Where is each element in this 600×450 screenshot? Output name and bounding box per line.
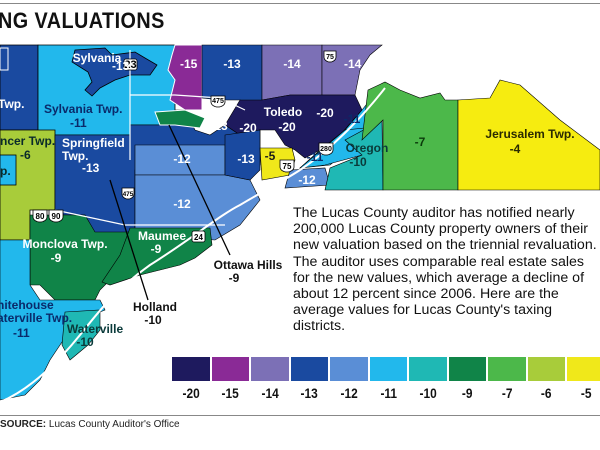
- value-20-east: -20: [316, 106, 334, 120]
- label-maumee: Maumee: [138, 229, 186, 243]
- value-sylvania-twp: -11: [70, 116, 87, 130]
- label-ottawa-hills: Ottawa Hills: [214, 258, 283, 272]
- svg-text:475: 475: [123, 191, 134, 198]
- legend-item: -11: [369, 357, 407, 401]
- legend-swatch: [527, 357, 565, 381]
- label-toledo: Toledo: [264, 105, 302, 119]
- svg-text:75: 75: [326, 54, 334, 61]
- i280-shield: 280: [318, 142, 334, 156]
- value-12-south: -12: [173, 197, 191, 211]
- us24-shield: 24: [191, 230, 206, 243]
- legend-swatch: [448, 357, 486, 381]
- value-holland: -10: [144, 313, 162, 327]
- legend-item: -6: [527, 357, 565, 401]
- value-14-a: -14: [283, 57, 301, 71]
- legend-item: -12: [330, 357, 368, 401]
- value-oregon: -10: [349, 155, 367, 169]
- svg-text:24: 24: [194, 233, 203, 242]
- label-spencer-twp: ncer Twp.: [0, 134, 55, 148]
- value-12-se: -12: [298, 173, 316, 187]
- district-left-twp[interactable]: [0, 44, 39, 131]
- svg-text:475: 475: [212, 98, 224, 105]
- value-monclova-twp: -9: [51, 251, 62, 265]
- legend-swatch: [172, 357, 210, 381]
- value-13-b: -13: [210, 119, 228, 133]
- label-waterville: Waterville: [67, 322, 124, 336]
- value-whitehouse-twp: -11: [13, 326, 30, 340]
- district-14-a[interactable]: [261, 44, 323, 101]
- label-springfield-1: Springfield: [62, 136, 125, 150]
- value-15: -15: [180, 57, 198, 71]
- value-14-b: -14: [344, 57, 362, 71]
- bottom-rule: [0, 415, 600, 416]
- value-ottawa-hills: -9: [229, 271, 240, 285]
- value-11-a: -11: [344, 112, 361, 126]
- value-13-north: -13: [223, 57, 241, 71]
- district-jerusalem-twp[interactable]: [457, 79, 600, 191]
- label-holland: Holland: [133, 300, 177, 314]
- svg-text:80: 80: [36, 212, 45, 221]
- svg-text:23: 23: [124, 59, 136, 71]
- value-springfield-twp: -13: [82, 161, 100, 175]
- value-maumee: -9: [151, 242, 162, 256]
- label-sylvania: Sylvania: [73, 51, 122, 65]
- value-jerusalem-twp: -4: [510, 142, 521, 156]
- district-ottawa-hills[interactable]: [154, 109, 206, 129]
- i90-shield: 90: [48, 209, 64, 223]
- svg-text:90: 90: [52, 212, 61, 221]
- value-13-middle: -13: [237, 152, 255, 166]
- value-sylvania: -13: [112, 59, 130, 73]
- legend-swatch: [369, 357, 407, 381]
- value-toledo: -20: [278, 120, 296, 134]
- i80-shield: 80: [32, 209, 48, 223]
- value-20-west: -20: [239, 121, 257, 135]
- lucas-county-map: 23 475 475 75 75 280 80 90 24 Sylvania -…: [0, 44, 600, 401]
- value-11-b: -11: [307, 150, 324, 164]
- i75-shield-north: 75: [323, 50, 337, 63]
- legend-item: -9: [448, 357, 486, 401]
- label-oregon: Oregon: [346, 141, 389, 155]
- legend-item: -7: [488, 357, 526, 401]
- description-text: The Lucas County auditor has notified ne…: [293, 205, 597, 335]
- legend-swatch: [567, 357, 600, 381]
- legend-swatch: [290, 357, 328, 381]
- legend-item: -10: [409, 357, 447, 401]
- i475-shield-south: 475: [121, 187, 135, 200]
- value-waterville: -10: [76, 335, 94, 349]
- legend-swatch: [251, 357, 289, 381]
- legend-swatch: [409, 357, 447, 381]
- district-7[interactable]: [361, 81, 459, 191]
- legend-item: -14: [251, 357, 289, 401]
- label-jerusalem-twp: Jerusalem Twp.: [485, 127, 574, 141]
- svg-text:75: 75: [283, 162, 292, 171]
- value-7: -7: [415, 135, 426, 149]
- legend-swatch: [330, 357, 368, 381]
- legend-swatch: [211, 357, 249, 381]
- legend-item: -20: [172, 357, 210, 401]
- label-whitehouse-2: aterville Twp.: [0, 311, 72, 325]
- label-left-twp: Twp.: [0, 97, 24, 111]
- legend-item: -15: [211, 357, 249, 401]
- label-sylvania-twp: Sylvania Twp.: [44, 102, 122, 116]
- page-title: NG VALUATIONS: [0, 8, 165, 33]
- legend: -20 -15 -14 -13 -12 -11 -10 -9 -7 -6 -5: [172, 357, 600, 401]
- label-springfield-2: Twp.: [62, 149, 88, 163]
- value-spencer-twp: -6: [20, 148, 31, 162]
- value-12-west: -12: [173, 152, 191, 166]
- us23-shield: 23: [123, 58, 138, 71]
- label-whitehouse-1: hitehouse: [0, 298, 54, 312]
- label-spencer-p: p.: [0, 164, 11, 178]
- top-rule: [0, 3, 600, 4]
- legend-item: -5: [567, 357, 600, 401]
- source-credit: SOURCE: Lucas County Auditor's Office: [0, 419, 180, 430]
- value-5: -5: [265, 149, 276, 163]
- legend-swatch: [488, 357, 526, 381]
- label-monclova-twp: Monclova Twp.: [22, 237, 107, 251]
- i475-shield-north: 475: [210, 95, 226, 108]
- district-13-middle[interactable]: [224, 129, 261, 181]
- i75-shield-south: 75: [279, 159, 295, 173]
- svg-text:280: 280: [320, 146, 332, 153]
- district-15[interactable]: [167, 44, 203, 111]
- legend-item: -13: [290, 357, 328, 401]
